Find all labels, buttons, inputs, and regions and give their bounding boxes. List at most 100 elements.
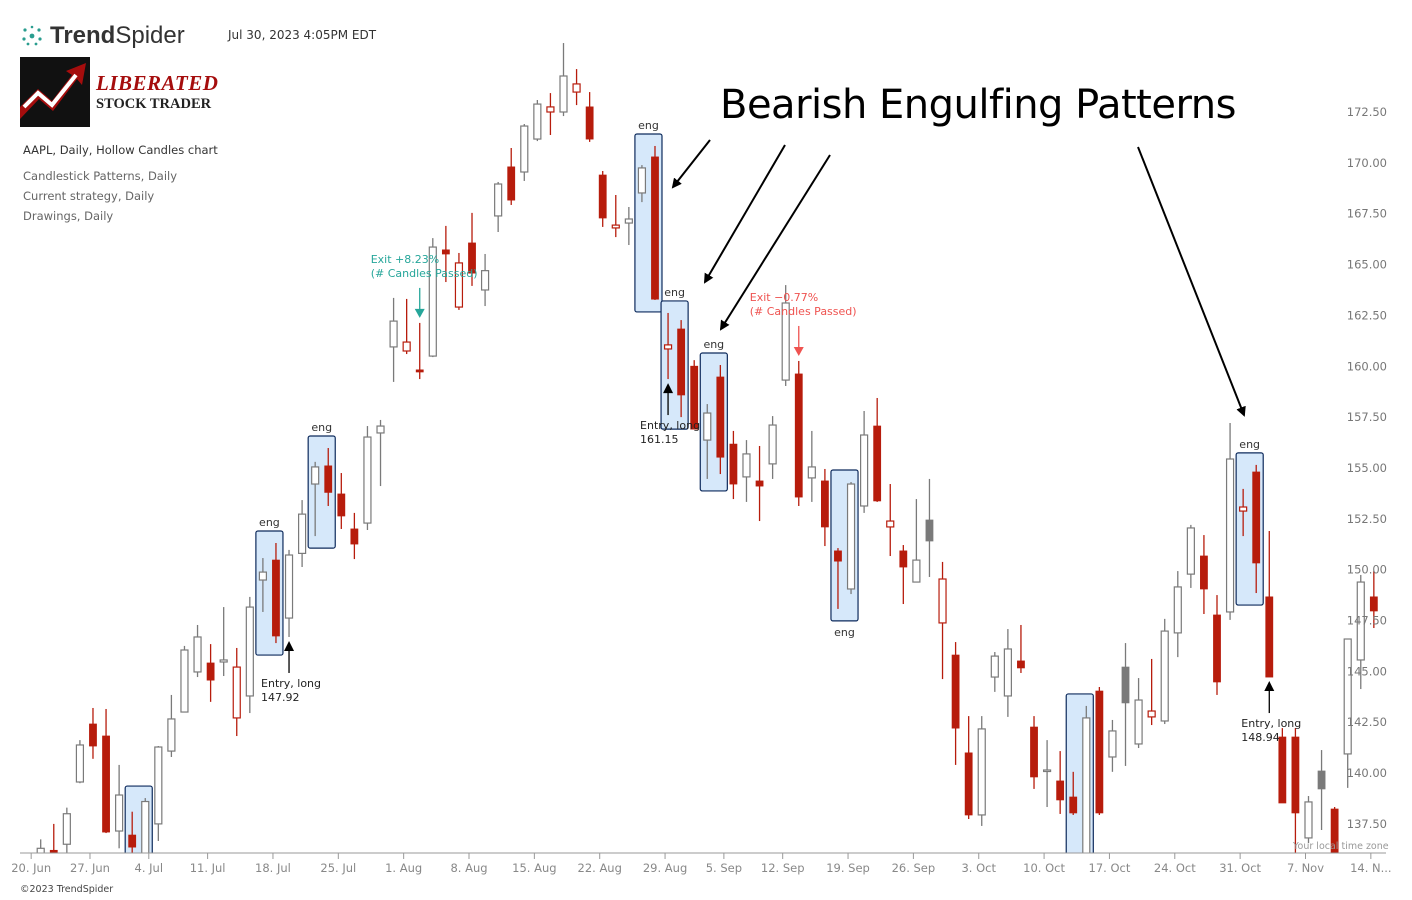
candle	[651, 145, 659, 300]
candle-body-hollow	[572, 83, 581, 93]
timezone-label[interactable]: Your local time zone	[1293, 841, 1389, 852]
candle-body-filled	[102, 735, 110, 833]
candle-body-hollow	[1082, 717, 1091, 853]
candle-body-filled	[1200, 555, 1208, 590]
candle	[1278, 728, 1287, 804]
candle-body-filled	[951, 654, 960, 729]
candle-body-hollow	[180, 649, 189, 713]
candle-body-hollow	[480, 270, 490, 291]
candle	[376, 419, 385, 487]
brand-name: TrendSpider	[50, 22, 185, 49]
entry-price: 161.15	[640, 433, 679, 446]
candle-body-filled	[1278, 736, 1287, 804]
candle	[324, 448, 333, 506]
candle	[102, 708, 110, 834]
candle-body-hollow	[1108, 730, 1117, 758]
candle-body-filled	[598, 174, 607, 219]
candle-body-hollow	[1173, 586, 1182, 634]
pointer-arrow	[719, 154, 831, 331]
candle	[272, 543, 280, 644]
candle	[925, 478, 934, 577]
candle	[75, 740, 85, 784]
candle	[611, 194, 620, 238]
candle-body-filled	[651, 156, 659, 300]
y-tick-label: 142.50	[1347, 715, 1387, 729]
x-tick-label: 8. Aug	[450, 861, 487, 875]
candle-body-filled	[1213, 614, 1221, 683]
candle-body-hollow	[494, 183, 503, 217]
candle	[899, 545, 908, 605]
x-tick-label: 14. N...	[1350, 861, 1392, 875]
candle-body-filled	[441, 249, 450, 255]
candle	[311, 461, 320, 537]
entry-label: Entry, long	[640, 419, 700, 432]
candle	[716, 365, 725, 475]
legend-layer[interactable]: Drawings, Daily	[23, 209, 114, 223]
candle-body-hollow	[311, 466, 320, 485]
candle	[677, 320, 686, 418]
candle	[1017, 624, 1025, 673]
candle-body-filled	[49, 849, 58, 853]
legend-symbol[interactable]: AAPL, Daily, Hollow Candles chart	[23, 143, 218, 157]
x-axis[interactable]: 20. Jun 27. Jun 4. Jul 11. Jul 18. Jul 25. Ju…	[11, 852, 1392, 875]
pointer-arrow	[703, 144, 786, 284]
candle-body-filled	[834, 550, 842, 562]
candle	[284, 549, 294, 637]
candle	[363, 426, 372, 530]
candle	[834, 548, 842, 609]
candle	[1317, 750, 1326, 831]
candle-body-hollow	[938, 578, 947, 624]
candle	[1186, 524, 1195, 588]
y-tick-label: 172.50	[1347, 105, 1387, 119]
x-tick-label: 17. Oct	[1089, 861, 1131, 875]
candle	[690, 360, 699, 430]
entry-arrow-up-icon	[1264, 681, 1275, 692]
entry-price: 148.94	[1241, 731, 1280, 744]
candle-body-hollow	[428, 246, 437, 357]
candle-body-hollow	[154, 746, 163, 825]
candle-body-hollow	[742, 453, 751, 478]
y-tick-label: 147.50	[1347, 614, 1387, 628]
legend-layer[interactable]: Current strategy, Daily	[23, 189, 155, 203]
candle-body-filled	[206, 662, 215, 681]
candle	[468, 212, 476, 286]
chart-arrow-logo-icon	[20, 57, 90, 127]
candle	[807, 430, 816, 502]
candle-body-hollow	[546, 106, 555, 113]
candle-body-hollow	[611, 224, 620, 229]
candle-body-hollow	[1343, 638, 1352, 755]
pattern-label: eng	[1239, 438, 1260, 451]
candle	[1173, 571, 1182, 658]
candle	[1030, 716, 1038, 789]
legend-layer[interactable]: Candlestick Patterns, Daily	[23, 169, 178, 183]
y-tick-label: 160.00	[1347, 359, 1387, 373]
candle	[89, 707, 97, 759]
candle-body-filled	[507, 166, 516, 201]
candle	[886, 484, 895, 557]
candle	[729, 430, 738, 500]
candle-body-filled	[1056, 780, 1065, 801]
pattern-boxes	[124, 133, 1264, 853]
candle-body-filled	[1095, 690, 1104, 814]
x-tick-label: 26. Sep	[892, 861, 936, 875]
candle-body-hollow	[1239, 506, 1248, 512]
candle	[1330, 807, 1339, 853]
candle-body-hollow	[1186, 527, 1195, 575]
candle	[912, 499, 921, 583]
candle-body-filled	[89, 723, 97, 747]
x-tick-label: 19. Sep	[826, 861, 870, 875]
candle-body-hollow	[1134, 699, 1143, 745]
exit-sublabel: (# Candles Passed)	[750, 305, 857, 318]
candle-body-filled	[1017, 660, 1025, 669]
entry-label: Entry, long	[1241, 717, 1301, 730]
candle	[1252, 464, 1261, 594]
candle	[663, 312, 673, 380]
exit-label: Exit +8.23%	[371, 253, 440, 266]
spider-logo-icon	[22, 25, 42, 46]
y-axis[interactable]: 172.50 170.00 167.50 165.00 162.50 160.00 157.…	[1347, 105, 1387, 831]
candle	[206, 644, 215, 702]
candle-body-hollow	[36, 847, 45, 853]
candle	[1095, 687, 1104, 815]
candle-body-filled	[1369, 596, 1378, 612]
